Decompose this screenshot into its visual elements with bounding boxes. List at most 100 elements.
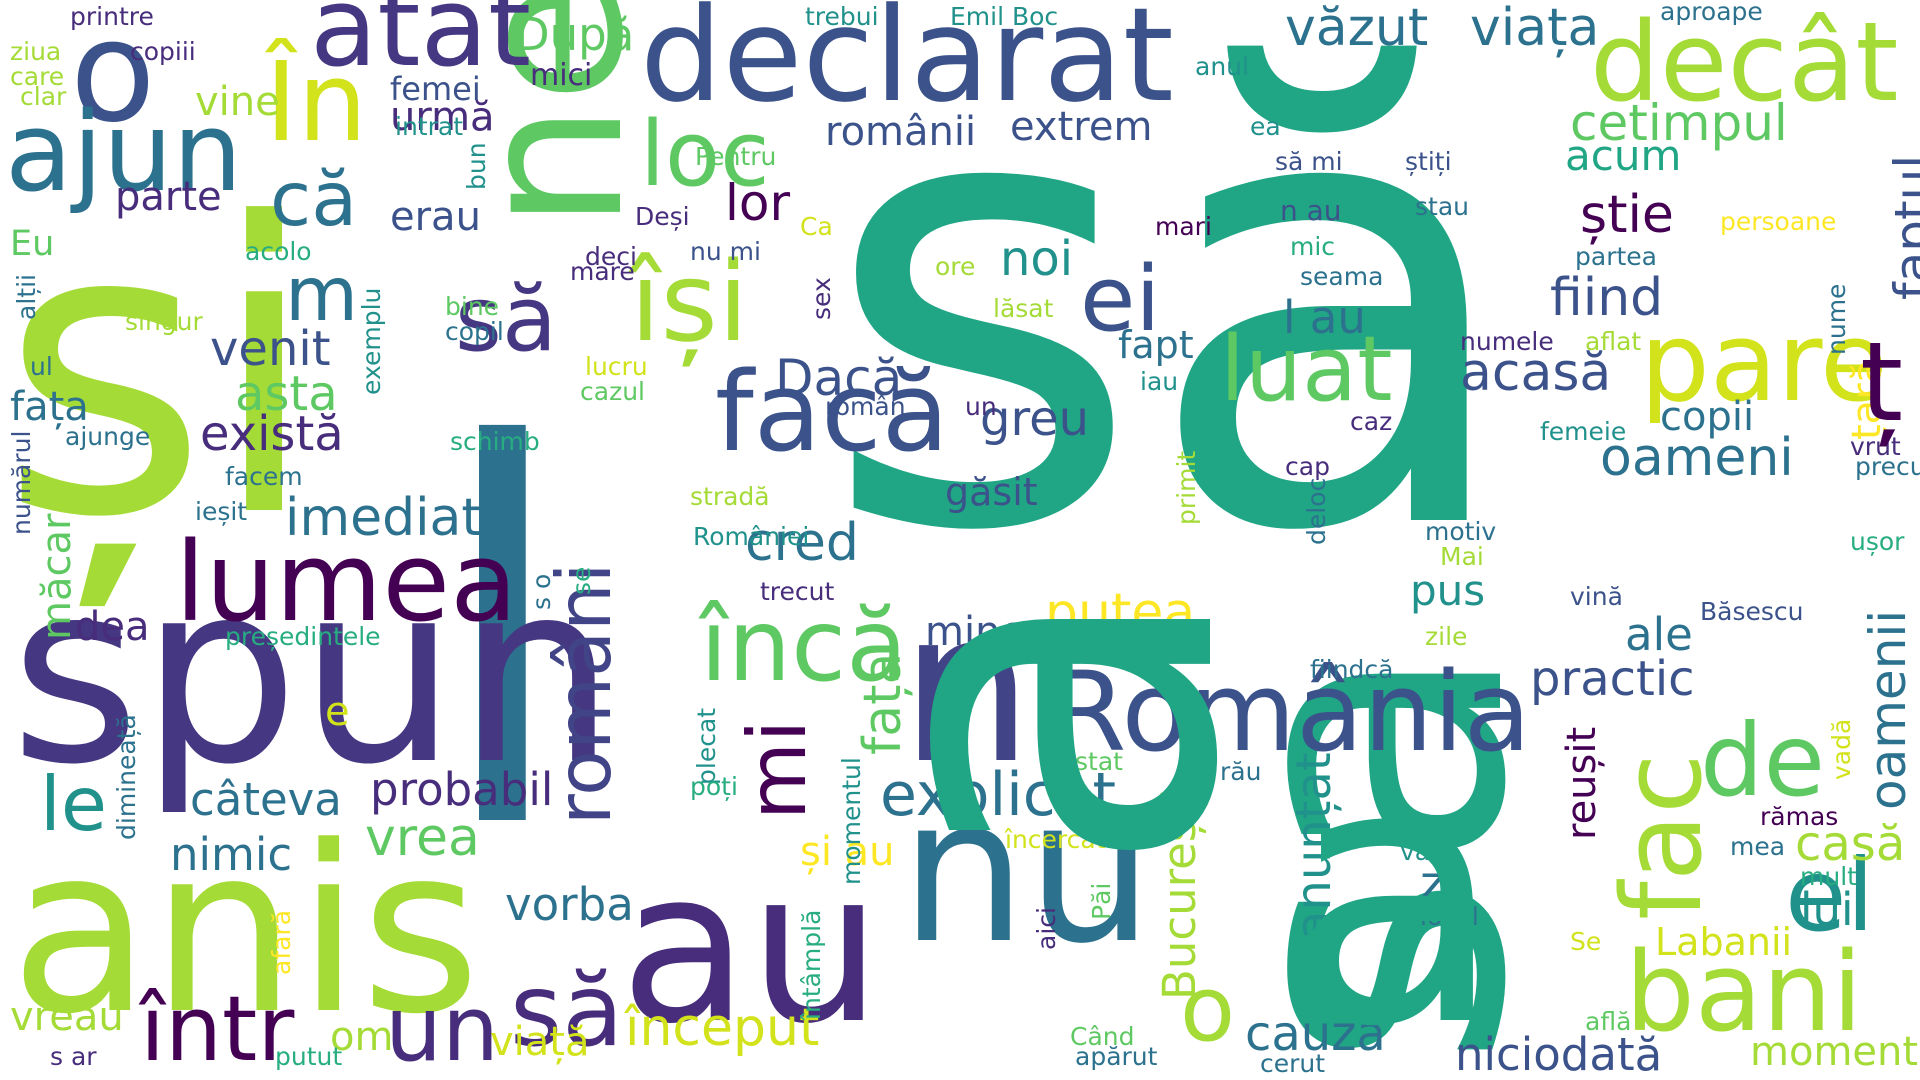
word-roman: român — [825, 392, 906, 421]
word-lasat: lăsat — [993, 294, 1054, 323]
word-luat: luat — [1220, 317, 1393, 422]
word-mi: mi — [731, 720, 824, 820]
word-isi: își — [628, 238, 748, 367]
word-ea: ea — [1250, 112, 1281, 141]
word-facem: facem — [225, 462, 303, 491]
word-zile: zile — [1425, 622, 1467, 651]
word-t: ț — [1860, 318, 1903, 447]
word-inceput: început — [624, 998, 819, 1058]
word-cetimpul: cetimpul — [1570, 94, 1788, 152]
word-care: care — [10, 62, 64, 91]
word-viata: viața — [1470, 0, 1599, 58]
word-putea: putea — [1045, 583, 1195, 643]
word-vrut: vrut — [1850, 432, 1901, 461]
word-fiind: fiind — [1550, 268, 1663, 328]
word-reusit: reușit — [1559, 727, 1605, 840]
word-mici: mici — [530, 58, 592, 93]
word-daca: Dacă — [775, 349, 902, 407]
word-el: el — [1785, 837, 1874, 954]
word-numarul: numărul — [7, 431, 36, 535]
word-nimic: nimic — [170, 828, 292, 881]
word-erau: erau — [390, 194, 481, 240]
word-trecut: trecut — [760, 577, 835, 606]
word-strada: stradă — [690, 482, 770, 511]
word-casa: casă — [1795, 816, 1905, 872]
word-printre: printre — [70, 2, 154, 31]
word-pus: pus — [1410, 566, 1485, 615]
word-oameni: oameni — [1600, 428, 1794, 488]
word-intrat: intrat — [395, 112, 463, 141]
word-aparut: apărut — [1075, 1042, 1158, 1071]
word-ei: ei — [1080, 247, 1160, 352]
word-fiindca: fiindcă — [1310, 655, 1393, 684]
word-incercat: încercat — [1004, 825, 1106, 854]
word-vine: vine — [195, 79, 280, 125]
word-clar: clar — [20, 82, 67, 111]
word-s-ar: s ar — [50, 1042, 97, 1071]
word-romanii: românii — [825, 109, 976, 155]
word-aflat: aflat — [1585, 327, 1641, 356]
word-iau: iau — [1140, 367, 1178, 396]
word-eu: Eu — [10, 224, 54, 264]
word-decat: decât — [1590, 0, 1899, 126]
word-dimineata: dimineață — [112, 714, 141, 840]
word-seama: seama — [1300, 262, 1383, 291]
word-bucuresti: București — [1153, 789, 1206, 1000]
word-femei: femei — [390, 70, 481, 108]
word-romaniei: României — [693, 522, 809, 551]
word-acum: acum — [1565, 131, 1681, 180]
word-vina: vină — [1570, 582, 1623, 611]
word-romani: români — [540, 563, 628, 825]
word-deci: deci — [585, 242, 637, 271]
word-declarat: declarat — [640, 0, 1174, 131]
word-poti: poți — [690, 772, 738, 801]
word-vrea: vrea — [365, 808, 480, 868]
word-exista: există — [200, 406, 344, 462]
word-fapt: fapt — [1118, 323, 1194, 367]
word-se: Se — [1570, 927, 1601, 956]
word-le: le — [40, 760, 107, 848]
word-ul: ul — [30, 352, 53, 381]
word-ne: ne — [435, 0, 668, 230]
word-presedintele: președintele — [225, 622, 381, 651]
word-si-au: și au — [800, 829, 895, 875]
word-nu-mi: nu mi — [690, 237, 761, 266]
word-inca: încă — [698, 587, 907, 704]
word-caz: caz — [1350, 407, 1392, 436]
word-n: n — [900, 565, 1033, 810]
word-femeie: femeie — [1540, 417, 1626, 446]
word-in: În — [264, 37, 367, 166]
word-persoane: persoane — [1720, 207, 1836, 236]
word-sa: să — [820, 0, 1523, 667]
word-vazut: văzut — [1285, 0, 1428, 58]
word-pai: Păi — [1087, 883, 1116, 920]
word-practic: practic — [1530, 651, 1695, 707]
word-locul: locul — [1420, 902, 1479, 931]
word-cateva: câteva — [190, 773, 342, 826]
word-anis: anis — [10, 798, 480, 1065]
word-mea: mea — [1730, 832, 1785, 861]
word-stie: știe — [1580, 185, 1674, 245]
word-loc: loc — [640, 102, 770, 207]
word-copii: copii — [1660, 394, 1754, 440]
word-fac: fac — [1598, 753, 1726, 920]
word-altii: alții — [12, 274, 41, 320]
word-pentru: Pentru — [695, 142, 776, 171]
word-exemplu: exemplu — [357, 288, 386, 395]
word-stiti: știți — [1405, 147, 1452, 176]
word-stat: stat — [1075, 747, 1123, 776]
word-copiii: copiii — [130, 37, 196, 66]
word-ajun: ajun — [5, 88, 242, 216]
word-usor: ușor — [1850, 527, 1905, 556]
word-lumea: lumea — [175, 518, 518, 646]
word-afara: afară — [267, 910, 296, 975]
word-intr: într — [138, 977, 294, 1080]
word-copil: copil — [445, 317, 504, 346]
word-probabil: probabil — [370, 763, 553, 816]
word-lucru: lucru — [585, 352, 648, 381]
word-bine: bine — [445, 292, 499, 321]
word-numele: numele — [1460, 327, 1554, 356]
word-imediat: imediat — [285, 488, 482, 548]
word-e: e — [325, 689, 350, 735]
word-gasit: găsit — [945, 470, 1038, 514]
